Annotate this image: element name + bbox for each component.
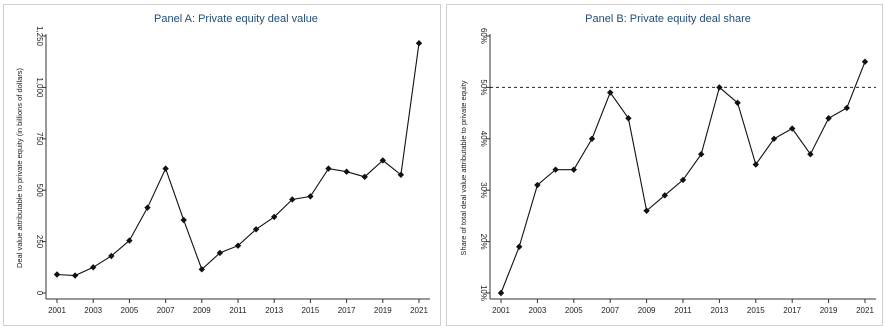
panel-b-point-2005 [570, 166, 577, 173]
panel-a-point-2007 [162, 165, 169, 172]
panel-b-x-tick-label: 2013 [711, 306, 729, 315]
panel-b-point-2001 [497, 289, 505, 297]
panel-a-point-2004 [108, 252, 115, 260]
panel-b-x-tick-label: 2011 [674, 306, 692, 315]
panel-a-x-tick-label: 2005 [121, 306, 139, 315]
panel-b-y-tick-label: 10% [479, 285, 488, 301]
panel-b-point-2002 [516, 243, 523, 250]
panel-b-point-2010 [661, 192, 668, 199]
panel-a-point-2002 [71, 272, 79, 279]
panel-a-point-2012 [252, 226, 260, 233]
panel-a-point-2017 [343, 168, 350, 175]
panel-b-point-2007 [607, 89, 614, 96]
panel-b-x-tick-label: 2017 [783, 306, 801, 315]
panel-b-point-2018 [807, 151, 814, 158]
panel-b-point-2016 [770, 135, 778, 142]
panel-b-y-tick-label: 50% [479, 79, 488, 95]
panel-a-point-2006 [144, 204, 151, 211]
panel-a-y-tick-label: 1,250 [35, 26, 44, 47]
panel-a-title: Panel A: Private equity deal value [154, 13, 318, 25]
panel-a-point-2008 [180, 216, 187, 224]
panel-b-point-2003 [534, 181, 541, 189]
panel-a-y-tick-label: 500 [35, 184, 44, 198]
panel-b-point-2012 [698, 151, 705, 158]
panel-a-point-2011 [234, 242, 242, 249]
panel-a-y-tick-label: 1,000 [35, 77, 44, 98]
panel-a-point-2019 [379, 157, 386, 164]
panel-a-x-tick-label: 2015 [302, 306, 320, 315]
panel-b-point-2017 [789, 125, 796, 132]
panel-b-frame [446, 4, 883, 326]
panel-a-x-tick-label: 2001 [48, 306, 66, 315]
panel-a-x-tick-label: 2009 [193, 306, 211, 315]
panel-b-x-tick-label: 2001 [492, 306, 510, 315]
panel-a-point-2009 [198, 266, 205, 273]
panel-a-x-tick-label: 2019 [374, 306, 392, 315]
panel-a-point-2014 [289, 196, 296, 203]
panel-b-x-tick-label: 2005 [565, 306, 583, 315]
panel-a-point-2020 [397, 171, 405, 178]
panel-a-series-line [56, 43, 420, 277]
panel-b-point-2020 [843, 104, 850, 112]
panel-b-y-tick-label: 40% [479, 131, 488, 147]
panel-a-point-2018 [361, 173, 368, 181]
panel-a-y-tick-label: 0 [35, 291, 44, 296]
panel-a-y-label: Deal value attributable to private equit… [15, 67, 24, 268]
panel-a-point-2013 [271, 213, 278, 221]
panel-b-x-tick-label: 2007 [601, 306, 619, 315]
panel-a-point-2015 [307, 193, 314, 200]
panel-b-point-2013 [716, 84, 723, 91]
panel-b-point-2011 [679, 176, 687, 184]
panel-b-y-tick-label: 60% [479, 28, 488, 44]
panel-b-x-tick-label: 2003 [529, 306, 547, 315]
panel-a-x-tick-label: 2003 [84, 306, 102, 315]
panel-a-x-tick-label: 2017 [338, 306, 356, 315]
panel-a-y-tick-label: 750 [35, 132, 44, 146]
panel-a-point-2016 [325, 165, 332, 172]
panel-b-point-2015 [752, 161, 759, 168]
panel-b-y-tick-label: 20% [479, 234, 488, 250]
panel-b-x-tick-label: 2009 [638, 306, 656, 315]
panel-b-y-label: Share of total deal value attributable t… [459, 80, 468, 255]
panel-a-point-2005 [126, 237, 133, 244]
panel-b-point-2019 [825, 115, 832, 122]
panel-a-point-2021 [415, 39, 423, 47]
panel-b-point-2021 [861, 58, 869, 65]
panel-a-point-2003 [90, 264, 97, 271]
panel-b-y-tick-label: 30% [479, 182, 488, 198]
panel-a-point-2001 [53, 271, 61, 278]
panel-a-x-tick-label: 2021 [410, 306, 428, 315]
panel-b-point-2006 [588, 135, 596, 142]
panel-a-x-tick-label: 2013 [265, 306, 283, 315]
panel-a-x-tick-label: 2007 [157, 306, 175, 315]
panel-b-point-2008 [625, 115, 632, 122]
panel-a-point-2010 [216, 249, 224, 257]
panel-b-x-tick-label: 2021 [856, 306, 874, 315]
panel-b-title: Panel B: Private equity deal share [585, 13, 751, 25]
panel-b-point-2009 [643, 207, 650, 214]
panel-b-point-2004 [552, 166, 559, 173]
panel-b-point-2014 [734, 99, 741, 107]
panel-b-x-tick-label: 2015 [747, 306, 765, 315]
panel-a-x-tick-label: 2011 [229, 306, 247, 315]
panel-a-frame [3, 4, 441, 326]
panel-b-x-tick-label: 2019 [820, 306, 838, 315]
panel-a-y-tick-label: 250 [35, 235, 44, 249]
